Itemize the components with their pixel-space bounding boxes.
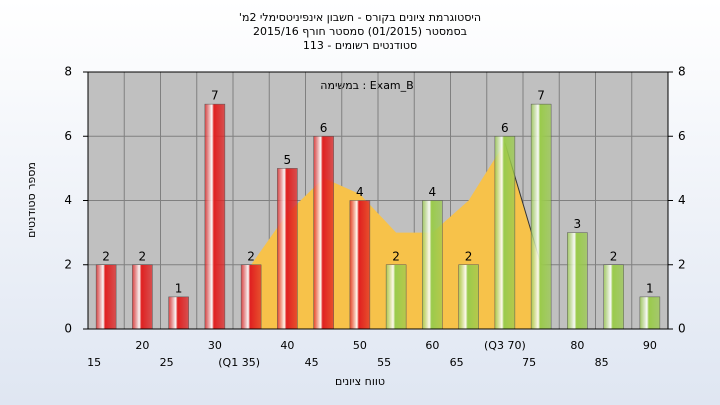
y2-tick-label: 4 [678,193,686,207]
x-axis-label: טווח ציונים [335,375,385,388]
bar [277,168,298,330]
data-label: 7 [211,89,219,103]
bar [168,296,189,330]
y-tick-label: 0 [64,322,72,336]
data-label: 4 [429,185,437,199]
data-label: 7 [537,89,545,103]
data-label: 2 [610,249,618,263]
data-label: 6 [501,121,509,135]
y-tick-label: 2 [64,257,72,271]
data-label: 1 [646,281,654,295]
bar [639,296,661,330]
bar [603,264,624,330]
data-label: 5 [284,153,292,167]
annotation: במשימה : Exam_B [320,79,413,92]
y2-tick-label: 2 [678,257,686,271]
x-tick-label: 65 [450,356,464,369]
chart-subtitle: סטודנטים רשומים - 113 [303,39,417,52]
bar [530,103,552,330]
y2-tick-label: 6 [678,129,686,143]
x-tick-label: 50 [353,339,367,352]
x-tick-label: 55 [377,356,391,369]
data-label: 2 [139,249,147,263]
x-tick-label: 45 [305,356,319,369]
y-axis-label: מספר סטודנטים [25,162,38,238]
data-label: 1 [175,281,183,295]
bar [422,200,443,330]
bar [458,264,479,330]
bar [313,136,334,330]
x-tick-label: 25 [160,356,174,369]
y-tick-label: 4 [64,193,72,207]
bar [567,232,588,330]
x-tick-label: 15 [87,356,101,369]
chart-title: 'היסטוגרמת ציונים בקורס - חשבון אינפיניט… [239,11,481,24]
x-tick-label: 60 [425,339,439,352]
data-label: 6 [320,121,328,135]
y-tick-label: 6 [64,129,72,143]
y2-tick-label: 0 [678,322,686,336]
x-tick-label: 20 [135,339,149,352]
x-tick-label: 90 [643,339,657,352]
y-tick-label: 8 [64,65,72,79]
bar [349,200,371,330]
data-label: 2 [102,249,110,263]
data-label: 4 [356,185,364,199]
plot-border [87,71,669,330]
bar [132,264,153,330]
y2-tick-label: 8 [678,65,686,79]
x-tick-label: 30 [208,339,222,352]
x-tick-label: 80 [570,339,584,352]
x-tick-label: (Q1 35) [218,356,260,369]
x-tick-label: 40 [280,339,294,352]
x-tick-label: 85 [595,356,609,369]
bar [204,103,226,330]
bar [240,264,262,330]
data-label: 3 [574,217,582,231]
bar [494,136,516,330]
data-label: 2 [247,249,255,263]
data-label: 2 [465,249,473,263]
bar [95,264,117,330]
chart-subtitle: בסמסטר (01/2015) סמסטר חורף 2015/16 [253,25,467,38]
data-label: 2 [392,249,400,263]
x-tick-label: 75 [522,356,536,369]
x-tick-label: (Q3 70) [484,339,526,352]
bar [385,264,407,330]
